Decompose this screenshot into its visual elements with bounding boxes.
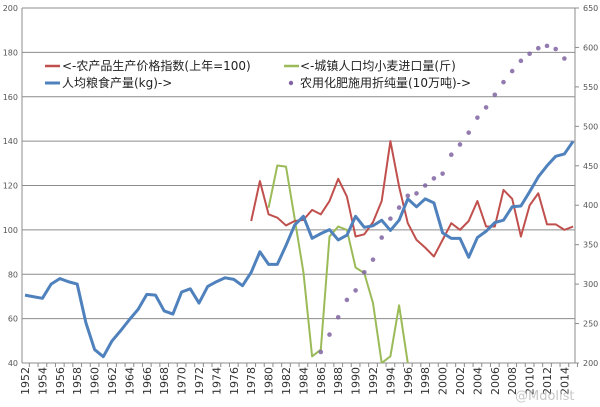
data-point xyxy=(344,297,350,303)
legend-label-price-index: <-农产品生产价格指数(上年=100) xyxy=(62,58,251,73)
x-tick-label: 1976 xyxy=(228,367,241,395)
data-point xyxy=(466,130,472,135)
x-tick-label: 1970 xyxy=(176,367,189,395)
data-point xyxy=(414,191,419,196)
series-layer xyxy=(24,43,575,363)
x-tick-label: 2006 xyxy=(489,367,502,395)
data-point xyxy=(335,314,341,320)
data-point xyxy=(457,142,463,147)
legend-label-grain-per-capita: 人均粮食产量(kg)-> xyxy=(62,75,172,90)
right-y-tick-label: 350 xyxy=(583,241,598,250)
x-tick-label: 1972 xyxy=(193,367,206,395)
data-point xyxy=(388,216,393,221)
legend-label-wheat-import: <-城镇人口均小麦进口量(斤) xyxy=(300,59,456,73)
x-tick-label: 1996 xyxy=(402,367,415,395)
legend: <-农产品生产价格指数(上年=100) <-城镇人口均小麦进口量(斤) 人均粮食… xyxy=(45,58,471,90)
data-point xyxy=(544,43,550,49)
series-3 xyxy=(318,43,567,355)
x-tick-label: 1974 xyxy=(210,367,223,395)
x-tick-label: 1980 xyxy=(263,367,276,395)
left-y-tick-label: 180 xyxy=(3,48,18,57)
data-point xyxy=(327,332,332,337)
right-y-tick-label: 500 xyxy=(583,122,598,131)
right-y-tick-label: 450 xyxy=(583,162,598,171)
data-point xyxy=(370,257,376,262)
x-tick-label: 2010 xyxy=(524,367,537,395)
right-y-tick-label: 550 xyxy=(583,83,598,92)
left-y-tick-label: 60 xyxy=(8,315,18,324)
data-point xyxy=(396,205,402,210)
data-point xyxy=(318,349,324,355)
x-tick-label: 1998 xyxy=(419,367,432,395)
data-point xyxy=(431,176,437,181)
data-point xyxy=(475,115,480,120)
left-y-tick-label: 40 xyxy=(8,359,18,368)
x-tick-label: 2004 xyxy=(471,367,484,395)
left-y-tick-label: 120 xyxy=(3,182,18,191)
x-tick-label: 1990 xyxy=(350,367,363,395)
x-tick-label: 1978 xyxy=(245,367,258,395)
watermark: @Mdolist xyxy=(515,389,575,404)
series-1 xyxy=(267,164,409,363)
x-tick-label: 2000 xyxy=(437,367,450,395)
right-y-tick-label: 200 xyxy=(583,359,598,368)
right-y-tick-label: 650 xyxy=(583,4,598,13)
data-point xyxy=(492,92,498,98)
data-point xyxy=(353,288,358,293)
x-tick-label: 1968 xyxy=(158,367,171,395)
x-tick-label: 1956 xyxy=(54,367,67,395)
right-y-tick-label: 300 xyxy=(583,280,598,289)
left-y-tick-label: 200 xyxy=(3,4,18,13)
gridlines xyxy=(22,7,575,364)
x-tick-label: 1992 xyxy=(367,367,380,395)
x-tick-label: 1960 xyxy=(89,367,102,395)
data-point xyxy=(405,193,411,199)
series-line xyxy=(267,164,409,363)
x-tick-label: 1958 xyxy=(71,367,84,395)
left-y-axis: 40 60 80 100 120 140 160 180 200 xyxy=(3,4,23,368)
data-point xyxy=(440,171,445,176)
legend-swatch-fertilizer xyxy=(288,80,294,86)
data-point xyxy=(527,51,532,57)
x-tick-label: 1984 xyxy=(297,367,310,395)
x-tick-label: 1994 xyxy=(384,367,397,395)
x-tick-label: 1982 xyxy=(280,367,293,395)
data-point xyxy=(379,235,385,240)
data-point xyxy=(362,269,367,275)
left-y-tick-label: 160 xyxy=(3,93,18,102)
right-y-tick-label: 400 xyxy=(583,201,598,210)
right-y-tick-label: 250 xyxy=(583,320,598,329)
x-axis: 1952 1954 1956 1958 1960 1962 1964 1966 1968 1970… xyxy=(19,363,578,395)
x-tick-label: 1962 xyxy=(106,367,119,395)
x-tick-label: 1986 xyxy=(315,367,328,395)
right-y-tick-label: 600 xyxy=(583,43,598,52)
x-tick-label: 2012 xyxy=(541,367,554,395)
left-y-tick-label: 100 xyxy=(3,226,18,235)
data-point xyxy=(509,68,515,74)
x-tick-label: 1954 xyxy=(36,367,49,395)
x-tick-label: 2008 xyxy=(506,367,519,395)
data-point xyxy=(553,46,558,52)
data-point xyxy=(422,183,428,188)
x-tick-label: 1966 xyxy=(141,367,154,395)
data-point xyxy=(536,45,541,51)
data-point xyxy=(501,79,506,85)
x-tick-label: 1952 xyxy=(19,367,32,395)
legend-label-fertilizer: 农用化肥施用折纯量(10万吨)-> xyxy=(300,75,471,90)
data-point xyxy=(518,58,524,64)
data-point xyxy=(483,105,489,110)
x-tick-label: 2002 xyxy=(454,367,467,395)
x-tick-label: 1988 xyxy=(332,367,345,395)
right-y-axis: 200 250 300 350 400 450 500 550 600 650 xyxy=(574,4,598,368)
x-tick-label: 2014 xyxy=(558,367,571,395)
x-tick-label: 1964 xyxy=(123,367,136,395)
left-y-tick-label: 140 xyxy=(3,137,18,146)
series-2 xyxy=(24,140,575,359)
series-line xyxy=(24,140,575,359)
data-point xyxy=(562,56,567,61)
data-point xyxy=(449,152,454,158)
left-y-tick-label: 80 xyxy=(8,270,18,279)
